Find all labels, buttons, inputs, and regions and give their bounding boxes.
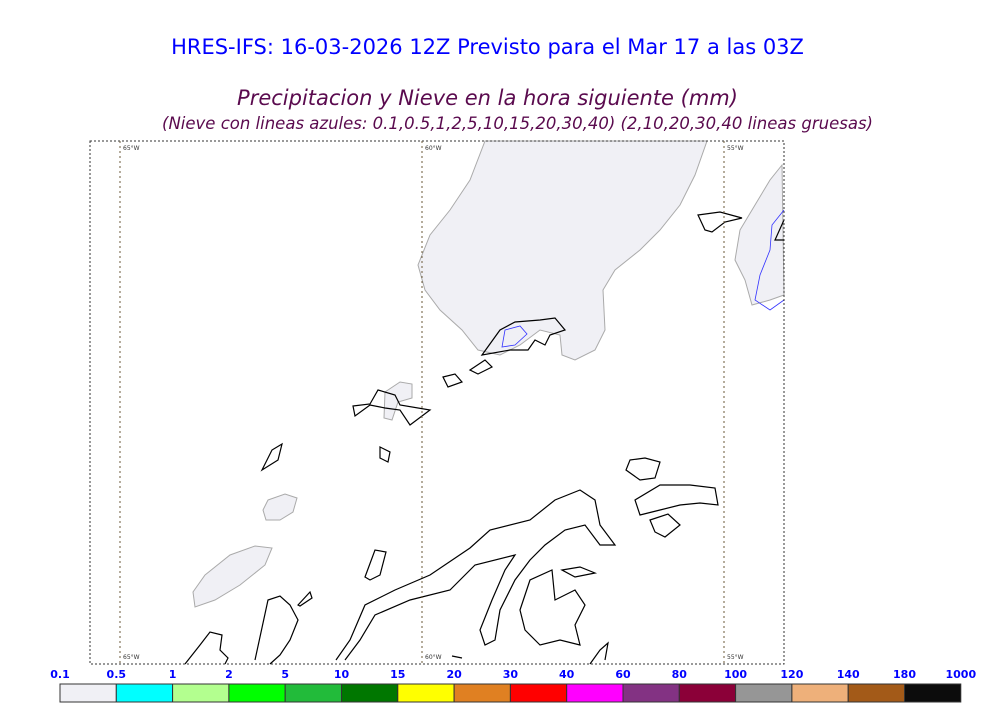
coastline xyxy=(451,655,463,659)
coastline xyxy=(480,317,567,356)
coastline xyxy=(697,211,743,233)
legend-label: 1 xyxy=(169,668,177,681)
map-frame xyxy=(89,140,785,665)
snow-contour-note: (Nieve con lineas azules: 0.1,0.5,1,2,5,… xyxy=(162,114,873,133)
legend-label: 1000 xyxy=(945,668,976,681)
coastline xyxy=(774,219,785,241)
legend-swatch xyxy=(228,683,286,703)
snow-contours xyxy=(501,209,785,348)
precip-areas xyxy=(192,140,785,608)
legend-label: 40 xyxy=(559,668,575,681)
precip-area xyxy=(417,140,708,361)
legend-swatch xyxy=(622,683,680,703)
legend-swatch xyxy=(284,683,343,703)
meridian-label: 65°W xyxy=(123,145,140,152)
coastline xyxy=(260,442,283,472)
coastline xyxy=(634,484,719,516)
legend-swatch xyxy=(904,683,962,703)
legend-label: 80 xyxy=(672,668,688,681)
meridians xyxy=(119,141,725,664)
legend-label: 60 xyxy=(615,668,631,681)
color-legend: 0.1 0.5 1 2 5 10 15 20 30 40 60 80 100 120 140 180 1000 xyxy=(50,668,976,703)
map-subtitle: Precipitacion y Nieve en la hora siguien… xyxy=(237,86,738,110)
legend-swatch xyxy=(59,683,117,703)
meridian-label: 65°W xyxy=(123,654,140,661)
legend-swatch xyxy=(791,683,849,703)
coastline xyxy=(297,590,313,607)
snow-contour xyxy=(501,325,528,348)
coastline xyxy=(589,641,609,665)
precip-area xyxy=(734,163,785,306)
coastline xyxy=(519,569,586,646)
legend-label: 15 xyxy=(390,668,405,681)
legend-label: 0.1 xyxy=(50,668,70,681)
coastline xyxy=(625,457,661,481)
coastline xyxy=(254,595,299,665)
meridian-label: 60°W xyxy=(425,654,442,661)
legend-label: 140 xyxy=(837,668,860,681)
coastline xyxy=(560,566,598,578)
legend-label: 5 xyxy=(281,668,289,681)
precip-area xyxy=(192,545,273,608)
legend-label: 180 xyxy=(893,668,916,681)
legend-label: 2 xyxy=(225,668,233,681)
legend-label: 0.5 xyxy=(107,668,127,681)
meridian-labels: 65°W 60°W 55°W 65°W 60°W 55°W xyxy=(123,145,744,661)
meridian-label: 60°W xyxy=(425,145,442,152)
meridian-label: 55°W xyxy=(727,654,744,661)
coastline xyxy=(352,389,432,426)
legend-swatch xyxy=(397,683,455,703)
meridian-label: 55°W xyxy=(727,145,744,152)
coastline xyxy=(379,446,391,463)
legend-swatch xyxy=(847,683,906,703)
coastlines xyxy=(184,211,785,665)
coastline xyxy=(335,489,617,661)
legend-swatch xyxy=(341,683,399,703)
legend-swatch xyxy=(509,683,568,703)
snow-contour xyxy=(754,209,785,311)
legend-label: 100 xyxy=(724,668,747,681)
precip-area xyxy=(262,493,298,521)
coastline xyxy=(442,373,464,388)
legend-label: 120 xyxy=(780,668,803,681)
legend-swatch xyxy=(678,683,737,703)
coastline xyxy=(468,359,494,375)
legend-swatch xyxy=(566,683,624,703)
legend-swatch xyxy=(453,683,511,703)
legend-swatch xyxy=(115,683,174,703)
legend-label: 30 xyxy=(503,668,519,681)
coastline xyxy=(184,631,229,665)
legend-swatch xyxy=(735,683,793,703)
coastline xyxy=(649,513,681,538)
legend-swatch xyxy=(172,683,230,703)
coastline xyxy=(364,549,387,581)
legend-label: 20 xyxy=(446,668,462,681)
legend-label: 10 xyxy=(334,668,350,681)
map-title: HRES-IFS: 16-03-2026 12Z Previsto para e… xyxy=(171,35,804,59)
